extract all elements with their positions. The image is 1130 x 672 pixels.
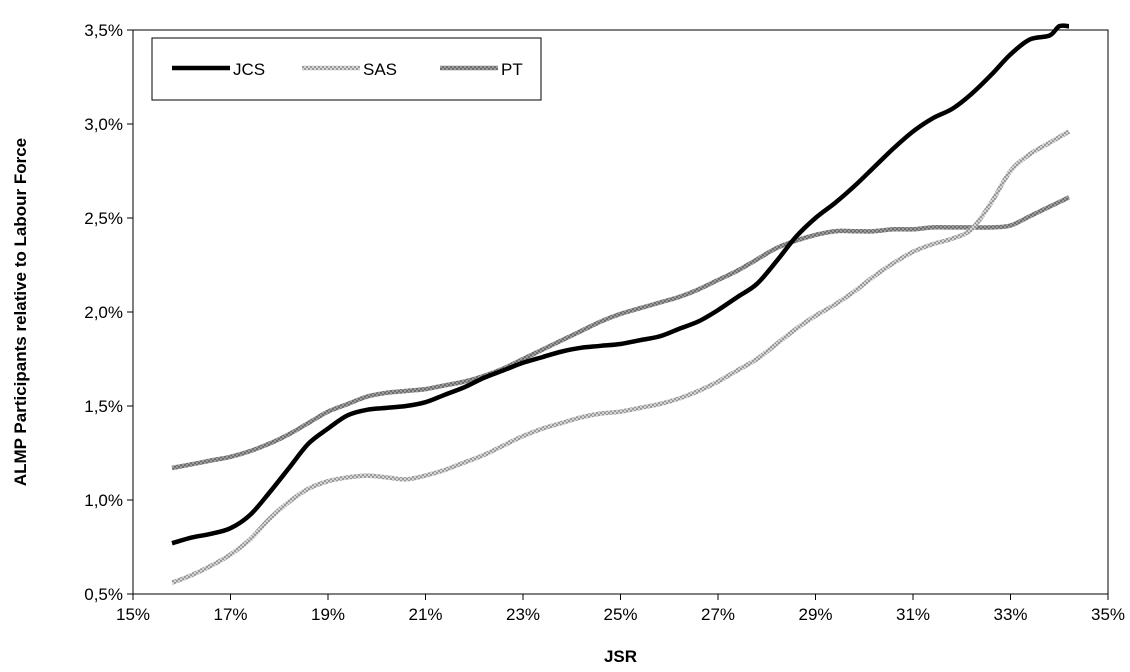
y-tick-label: 3,0%	[84, 115, 123, 134]
x-tick-label: 31%	[896, 605, 930, 624]
x-tick-label: 29%	[798, 605, 832, 624]
x-tick-label: 23%	[506, 605, 540, 624]
legend-label-pt: PT	[501, 60, 523, 79]
series-layer	[171, 23, 1071, 585]
series-line-pt	[171, 195, 1071, 471]
x-tick-label: 15%	[116, 605, 150, 624]
x-tick-label: 17%	[213, 605, 247, 624]
y-tick-label: 3,5%	[84, 21, 123, 40]
x-axis-ticks: 15% 17% 19% 21% 23% 25% 27% 29% 31% 33% 35%	[116, 594, 1125, 624]
x-axis-title: JSR	[604, 647, 637, 666]
legend-label-jcs: JCS	[233, 60, 265, 79]
y-tick-label: 1,0%	[84, 491, 123, 510]
y-tick-label: 0,5%	[84, 585, 123, 604]
x-tick-label: 35%	[1091, 605, 1125, 624]
x-tick-label: 33%	[993, 605, 1027, 624]
x-tick-label: 25%	[603, 605, 637, 624]
x-tick-label: 27%	[701, 605, 735, 624]
legend: JCS SAS PT	[151, 37, 542, 101]
y-tick-label: 2,0%	[84, 303, 123, 322]
x-tick-label: 21%	[408, 605, 442, 624]
y-axis-title: ALMP Participants relative to Labour For…	[11, 138, 30, 486]
x-tick-label: 19%	[311, 605, 345, 624]
y-axis-ticks: 0,5% 1,0% 1,5% 2,0% 2,5% 3,0% 3,5%	[84, 21, 133, 604]
series-line-sas	[171, 129, 1071, 585]
y-tick-label: 1,5%	[84, 397, 123, 416]
y-tick-label: 2,5%	[84, 209, 123, 228]
legend-label-sas: SAS	[363, 60, 397, 79]
series-line-jcs	[171, 23, 1070, 546]
